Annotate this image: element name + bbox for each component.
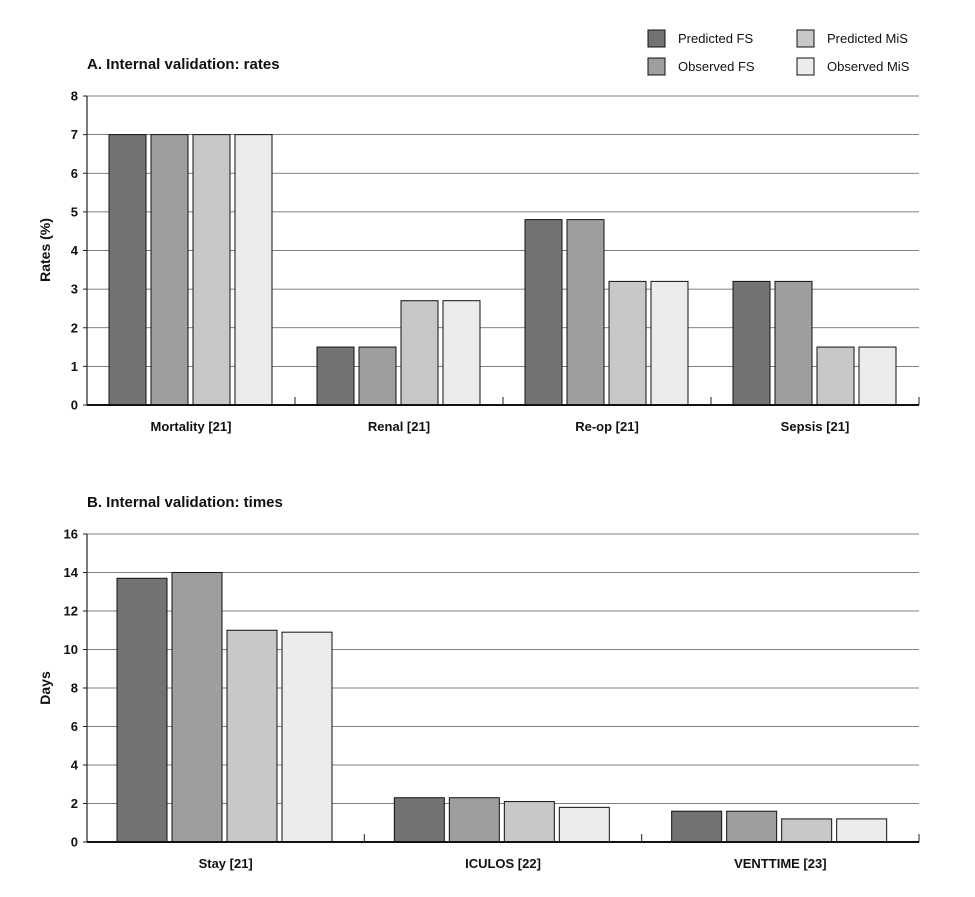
panel-b-bar-1-2 — [171, 572, 223, 843]
panel-b-category-label: VENTTIME [23] — [734, 856, 826, 871]
panel-b-y-tick-label: 0 — [71, 835, 78, 850]
panel-a-bar-4-1 — [732, 280, 771, 406]
panel-b-y-tick-label: 8 — [71, 681, 78, 696]
panel-a-y-tick-label: 8 — [71, 89, 78, 104]
panel-a-y-tick-label: 2 — [71, 320, 78, 335]
legend-swatch-observed-fs — [647, 57, 666, 76]
panel-b-y-tick-label: 14 — [64, 565, 79, 580]
panel-a-category-label: Renal [21] — [368, 419, 430, 434]
legend-label-observed-fs: Observed FS — [678, 59, 755, 74]
panel-b-bar-2-2 — [448, 797, 500, 843]
panel-b-y-tick-label: 16 — [64, 527, 78, 542]
panel-a-y-tick-label: 6 — [71, 166, 78, 181]
panel-a-category-label: Sepsis [21] — [781, 419, 850, 434]
panel-b-category-label: ICULOS [22] — [465, 856, 541, 871]
legend-swatch-predicted-mis — [796, 29, 815, 48]
panel-a-y-tick-label: 4 — [71, 243, 79, 258]
panel-b-y-tick-label: 6 — [71, 719, 78, 734]
panel-a-bar-4-3 — [816, 346, 855, 406]
panel-b-y-tick-label: 10 — [64, 642, 78, 657]
panel-b-bar-1-3 — [226, 629, 278, 843]
panel-b-bar-1-1 — [116, 577, 168, 843]
panel-a-bar-1-3 — [192, 134, 231, 406]
panel-b-y-tick-label: 2 — [71, 796, 78, 811]
panel-a-y-tick-label: 0 — [71, 398, 78, 413]
panel-a-bar-4-4 — [858, 346, 897, 406]
panel-a-bar-3-2 — [566, 219, 605, 406]
panel-a-y-tick-label: 3 — [71, 282, 78, 297]
panel-a-bar-4-2 — [774, 280, 813, 406]
panel-b-title: B. Internal validation: times — [87, 494, 283, 511]
panel-a-bar-3-1 — [524, 219, 563, 406]
panel-a-bar-1-1 — [108, 134, 147, 406]
panel-a-y-tick-label: 7 — [71, 127, 78, 142]
panel-a-bar-1-4 — [234, 134, 273, 406]
panel-a-bar-2-4 — [442, 300, 481, 406]
panel-a-category-label: Re-op [21] — [575, 419, 639, 434]
legend-swatch-observed-mis — [796, 57, 815, 76]
panel-b-bar-3-3 — [781, 818, 833, 843]
panel-b-bar-2-4 — [558, 806, 610, 843]
panel-a-bar-1-2 — [150, 134, 189, 406]
panel-b-bar-2-3 — [503, 801, 555, 843]
legend: Predicted FS Observed FS Predicted MiS Obse… — [647, 29, 910, 76]
panel-b-y-tick-label: 4 — [71, 758, 79, 773]
panel-a-bar-3-3 — [608, 280, 647, 406]
panel-a-bar-2-1 — [316, 346, 355, 406]
panel-b-bar-2-1 — [393, 797, 445, 843]
panel-b-bar-3-4 — [836, 818, 888, 843]
panel-b-bar-3-2 — [726, 810, 778, 843]
panel-a-bar-2-3 — [400, 300, 439, 406]
panel-a-title: A. Internal validation: rates — [87, 56, 280, 73]
panel-b-y-axis-label: Days — [37, 671, 53, 705]
panel-b-category-label: Stay [21] — [199, 856, 253, 871]
panel-a-y-tick-label: 1 — [71, 359, 78, 374]
panel-b-times: B. Internal validation: times Days 0 2 4 6 8… — [37, 494, 920, 871]
legend-label-predicted-fs: Predicted FS — [678, 31, 753, 46]
panel-a-category-label: Mortality [21] — [151, 419, 232, 434]
panel-b-bar-3-1 — [671, 810, 723, 843]
panel-a-y-axis-label: Rates (%) — [37, 218, 53, 282]
legend-label-observed-mis: Observed MiS — [827, 59, 910, 74]
panel-a-bar-3-4 — [650, 280, 689, 406]
panel-a-rates: A. Internal validation: rates Rates (%) … — [37, 56, 920, 434]
legend-swatch-predicted-fs — [647, 29, 666, 48]
panel-a-bar-2-2 — [358, 346, 397, 406]
panel-a-y-tick-label: 5 — [71, 204, 78, 219]
panel-b-bar-1-4 — [281, 631, 333, 843]
legend-label-predicted-mis: Predicted MiS — [827, 31, 908, 46]
panel-b-y-tick-label: 12 — [64, 604, 78, 619]
